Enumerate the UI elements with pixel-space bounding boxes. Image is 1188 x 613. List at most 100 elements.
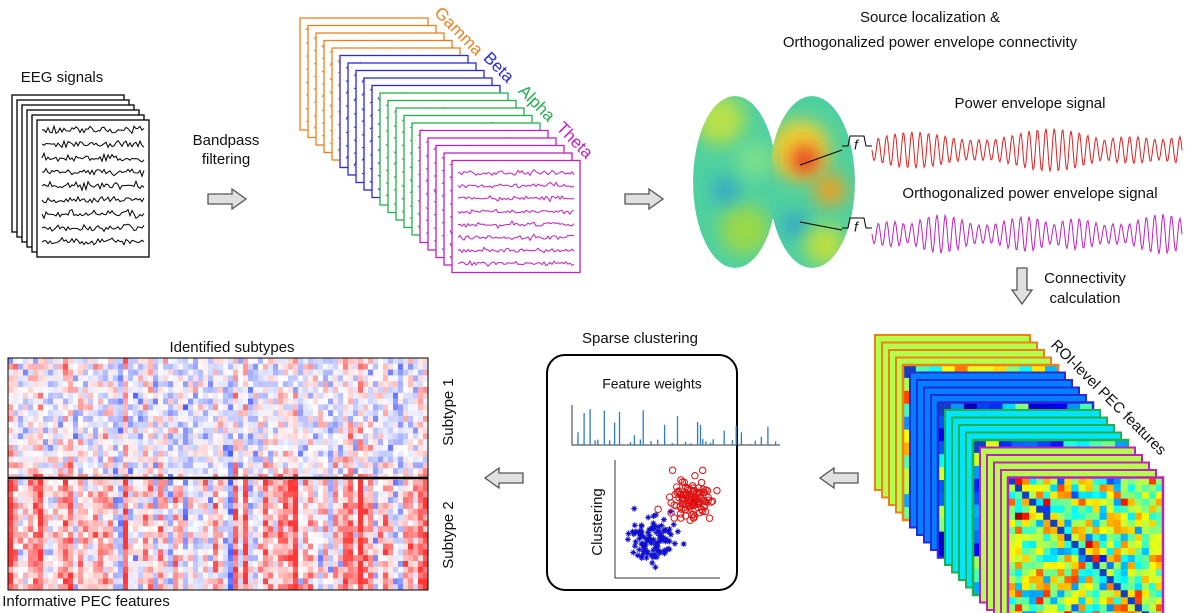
heatmap-cell (53, 573, 58, 579)
matrix-cell (1142, 541, 1149, 548)
heatmap-cell (383, 358, 388, 364)
heatmap-cell (333, 509, 338, 515)
heatmap-cell (358, 387, 363, 393)
heatmap-cell (388, 503, 393, 509)
heatmap-cell (338, 497, 343, 503)
heatmap-cell (163, 451, 168, 457)
heatmap-cell (223, 532, 228, 538)
heatmap-cell (318, 532, 323, 538)
heatmap-cell (223, 416, 228, 422)
heatmap-cell (43, 387, 48, 393)
heatmap-cell (203, 393, 208, 399)
heatmap-cell (403, 584, 408, 590)
heatmap-cell (398, 549, 403, 555)
heatmap-cell (153, 491, 158, 497)
heatmap-cell (53, 468, 58, 474)
heatmap-cell (123, 486, 128, 492)
heatmap-cell (153, 509, 158, 515)
heatmap-cell (263, 584, 268, 590)
heatmap-cell (253, 486, 258, 492)
heatmap-cell (218, 387, 223, 393)
heatmap-cell (193, 387, 198, 393)
heatmap-cell (398, 457, 403, 463)
heatmap-cell (258, 573, 263, 579)
heatmap-cell (43, 416, 48, 422)
heatmap-cell (408, 381, 413, 387)
heatmap-cell (413, 555, 418, 561)
heatmap-cell (358, 538, 363, 544)
heatmap-cell (378, 451, 383, 457)
matrix-cell (1142, 576, 1149, 583)
heatmap-cell (108, 555, 113, 561)
heatmap-cell (173, 584, 178, 590)
heatmap-cell (123, 555, 128, 561)
heatmap-cell (313, 410, 318, 416)
heatmap-cell (43, 358, 48, 364)
heatmap-cell (158, 497, 163, 503)
heatmap-cell (98, 399, 103, 405)
heatmap-cell (73, 555, 78, 561)
heatmap-cell (288, 491, 293, 497)
heatmap-cell (253, 555, 258, 561)
heatmap-cell (218, 503, 223, 509)
heatmap-cell (368, 445, 373, 451)
heatmap-cell (398, 370, 403, 376)
heatmap-cell (178, 399, 183, 405)
heatmap-cell (173, 393, 178, 399)
heatmap-cell (203, 526, 208, 532)
heatmap-cell (128, 381, 133, 387)
heatmap-cell (178, 364, 183, 370)
heatmap-cell (368, 561, 373, 567)
heatmap-cell (148, 509, 153, 515)
heatmap-cell (48, 555, 53, 561)
matrix-cell (1036, 485, 1043, 492)
heatmap-cell (158, 387, 163, 393)
heatmap-cell (113, 538, 118, 544)
heatmap-cell (278, 364, 283, 370)
heatmap-cell (393, 538, 398, 544)
heatmap-cell (328, 445, 333, 451)
heatmap-cell (268, 567, 273, 573)
heatmap-cell (238, 491, 243, 497)
heatmap-cell (348, 416, 353, 422)
heatmap-cell (213, 515, 218, 521)
heatmap-cell (358, 497, 363, 503)
heatmap-cell (58, 451, 63, 457)
matrix-cell (1086, 562, 1093, 569)
heatmap-cell (363, 428, 368, 434)
heatmap-cell (358, 555, 363, 561)
heatmap-cell (178, 509, 183, 515)
matrix-cell (1114, 548, 1121, 555)
heatmap-cell (68, 410, 73, 416)
matrix-cell (1135, 576, 1142, 583)
heatmap-cell (33, 515, 38, 521)
heatmap-cell (148, 457, 153, 463)
heatmap-cell (298, 509, 303, 515)
heatmap-cell (333, 387, 338, 393)
matrix-cell (1064, 541, 1071, 548)
heatmap-cell (173, 555, 178, 561)
matrix-cell (1064, 597, 1071, 604)
heatmap-cell (138, 416, 143, 422)
heatmap-cell (103, 526, 108, 532)
heatmap-cell (348, 375, 353, 381)
heatmap-cell (58, 520, 63, 526)
heatmap-cell (93, 573, 98, 579)
heatmap-cell (333, 468, 338, 474)
heatmap-cell (78, 538, 83, 544)
heatmap-cell (113, 381, 118, 387)
heatmap-cell (43, 526, 48, 532)
heatmap-cell (268, 404, 273, 410)
heatmap-cell (173, 387, 178, 393)
heatmap-cell (113, 486, 118, 492)
heatmap-cell (123, 416, 128, 422)
heatmap-cell (138, 439, 143, 445)
heatmap-cell (58, 358, 63, 364)
heatmap-cell (183, 526, 188, 532)
heatmap-cell (273, 422, 278, 428)
heatmap-cell (298, 480, 303, 486)
heatmap-cell (393, 457, 398, 463)
heatmap-cell (288, 549, 293, 555)
heatmap-cell (313, 532, 318, 538)
heatmap-cell (53, 561, 58, 567)
